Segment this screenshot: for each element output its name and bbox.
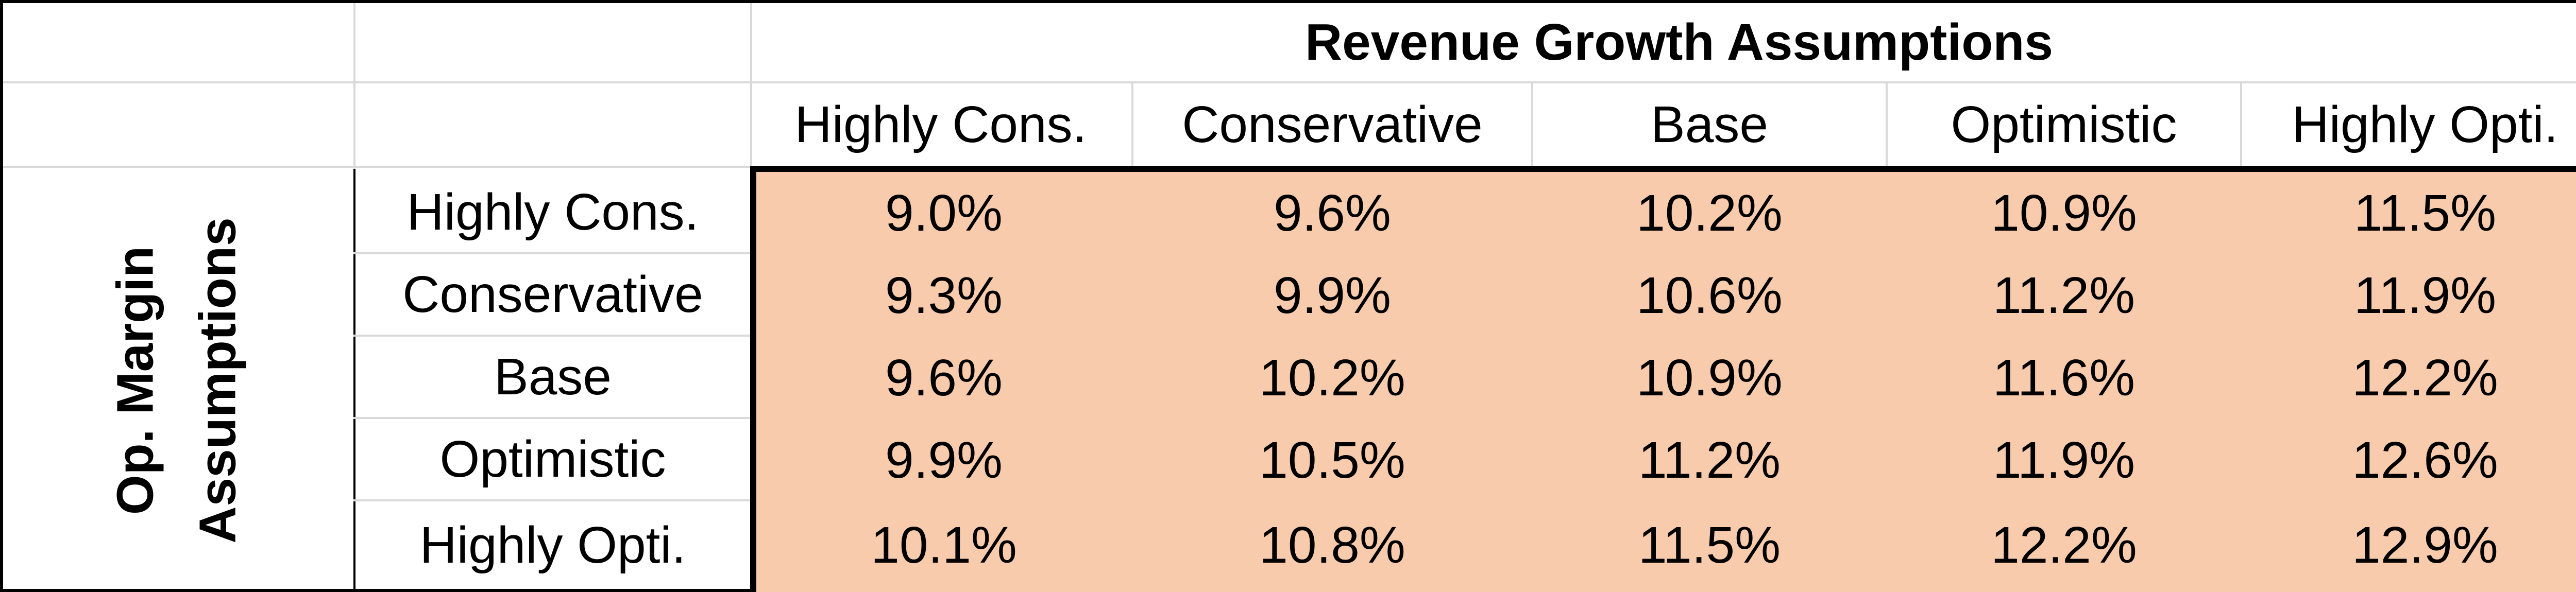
row-group-title-line2: Assumptions xyxy=(189,217,247,544)
data-cell: 12.2% xyxy=(1991,516,2137,574)
data-cell: 10.5% xyxy=(1259,431,1405,489)
col-sep-1 xyxy=(1131,81,1133,166)
data-cell: 11.2% xyxy=(1638,431,1781,489)
header-col-divider-2 xyxy=(750,3,752,166)
row-sep-3 xyxy=(353,417,750,419)
row-sep-1 xyxy=(353,252,750,254)
data-cell: 12.2% xyxy=(2352,349,2498,407)
row-group-title: Op. Margin Assumptions xyxy=(0,169,353,592)
data-cell: 10.2% xyxy=(1259,349,1405,407)
data-cell: 9.3% xyxy=(885,267,1003,324)
data-cell: 11.5% xyxy=(1638,516,1781,574)
data-cell: 10.8% xyxy=(1259,516,1405,574)
data-cell: 11.9% xyxy=(1992,431,2136,489)
row-label-optimistic: Optimistic xyxy=(439,430,666,488)
column-header-conservative: Conservative xyxy=(1182,96,1483,153)
data-cell: 10.1% xyxy=(871,516,1017,574)
data-cell: 12.9% xyxy=(2352,516,2498,574)
data-cell: 10.6% xyxy=(1636,267,1783,324)
header-col-divider-1 xyxy=(353,3,355,169)
header-divider xyxy=(3,81,2576,83)
data-cell: 10.2% xyxy=(1636,184,1783,242)
data-cell: 9.9% xyxy=(885,431,1003,489)
data-cell: 9.6% xyxy=(885,349,1003,407)
header-bottom-line xyxy=(3,166,750,168)
data-region xyxy=(750,166,2576,592)
row-label-highly-cons: Highly Cons. xyxy=(406,183,699,241)
column-header-highly-opti: Highly Opti. xyxy=(2292,96,2558,153)
col-sep-4 xyxy=(2240,81,2242,166)
row-label-highly-opti: Highly Opti. xyxy=(419,516,686,574)
data-cell: 11.9% xyxy=(2353,267,2497,324)
data-cell: 11.5% xyxy=(2353,184,2497,242)
data-cell: 11.2% xyxy=(1992,267,2136,324)
row-sep-2 xyxy=(353,335,750,337)
data-cell: 12.6% xyxy=(2352,431,2498,489)
row-sep-4 xyxy=(353,499,750,501)
row-label-conservative: Conservative xyxy=(402,266,703,323)
column-group-title: Revenue Growth Assumptions xyxy=(1304,13,2054,71)
column-header-optimistic: Optimistic xyxy=(1951,96,2177,153)
column-header-base: Base xyxy=(1651,96,1768,153)
data-cell: 9.6% xyxy=(1274,184,1391,242)
col-sep-3 xyxy=(1886,81,1888,166)
data-cell: 10.9% xyxy=(1636,349,1783,407)
col-sep-2 xyxy=(1531,81,1533,166)
data-cell: 10.9% xyxy=(1991,184,2137,242)
row-group-title-line1: Op. Margin xyxy=(107,246,164,515)
column-header-highly-cons: Highly Cons. xyxy=(794,96,1087,153)
row-label-column xyxy=(353,169,752,592)
data-cell: 11.6% xyxy=(1992,349,2136,407)
data-cell: 9.9% xyxy=(1274,267,1391,324)
row-label-base: Base xyxy=(494,348,612,406)
data-cell: 9.0% xyxy=(885,184,1003,242)
